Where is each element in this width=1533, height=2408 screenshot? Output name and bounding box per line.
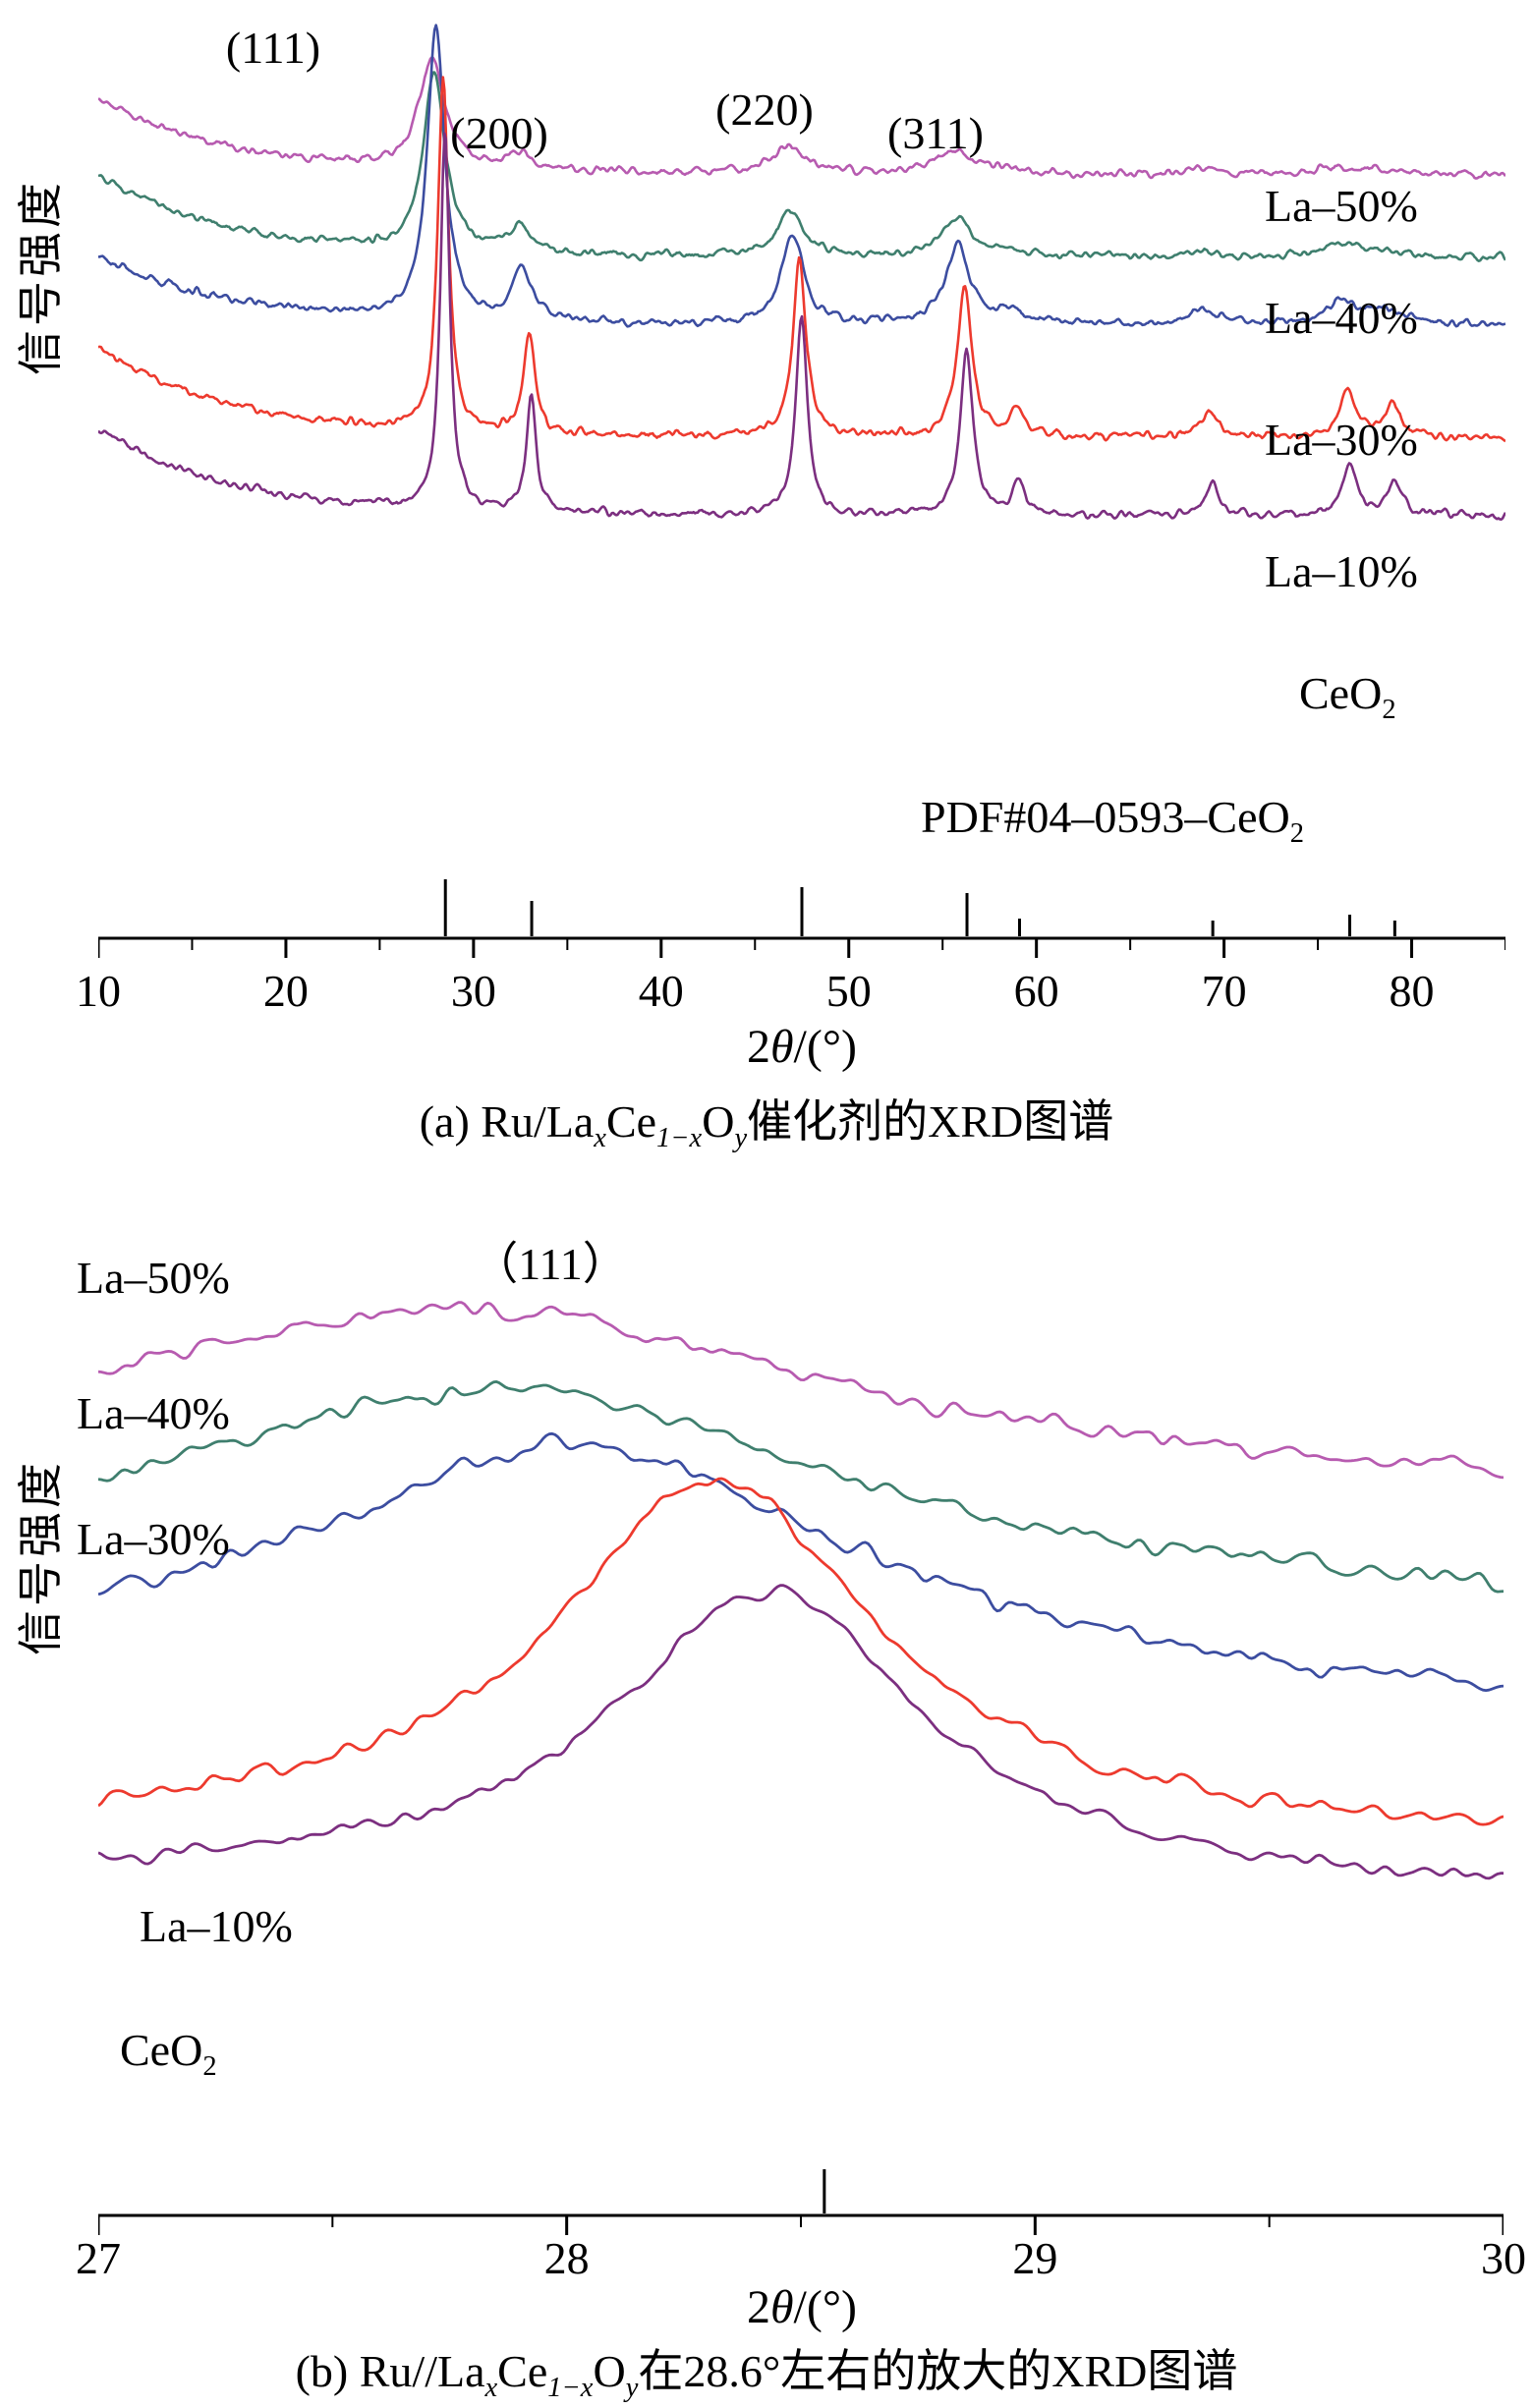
series-label-la-40: La–40% — [77, 1388, 230, 1438]
caption-a: (a) Ru/LaxCe1−xOy催化剂的XRD图谱 — [419, 1096, 1114, 1154]
xrd-curve-la-40 — [98, 1380, 1504, 1594]
series-label-ceo2: CeO2 — [120, 2025, 217, 2083]
x-tick-label: 80 — [1389, 966, 1435, 1016]
xrd-curve-la-30 — [98, 1431, 1504, 1692]
xrd-curve-la-10 — [98, 1477, 1504, 1826]
x-tick-label: 20 — [262, 966, 309, 1016]
peak-hkl-label: (220) — [715, 84, 814, 135]
reference-pattern-label: PDF#04–0593–CeO2 — [921, 792, 1304, 850]
panel-b-xrd-zoom: 信号强度 2θ/(°) (b) Ru//LaxCe1−xOy在28.6°左右的放… — [0, 1204, 1533, 2408]
series-label-la-30: La–30% — [1265, 415, 1418, 465]
x-tick-label: 28 — [543, 2233, 590, 2283]
xrd-curve-la-50 — [98, 1301, 1504, 1480]
x-tick-label: 40 — [638, 966, 684, 1016]
peak-hkl-label: (111) — [225, 23, 321, 73]
series-label-la-50: La–50% — [1265, 181, 1418, 231]
caption-b: (b) Ru//LaxCe1−xOy在28.6°左右的放大的XRD图谱 — [295, 2346, 1238, 2404]
x-tick-label: 60 — [1013, 966, 1059, 1016]
peak-hkl-label: （111） — [473, 1239, 628, 1289]
panel-a-xrd-full: 信号强度 2θ/(°) (a) Ru/LaxCe1−xOy催化剂的XRD图谱 P… — [16, 23, 1505, 1154]
x-tick-label: 29 — [1012, 2233, 1058, 2283]
xrd-curve-la-10 — [98, 76, 1505, 443]
peak-hkl-label: (311) — [887, 108, 984, 158]
peak-hkl-label: (200) — [450, 108, 548, 158]
xrd-curve-la-50 — [98, 56, 1505, 180]
series-label-la-10: La–10% — [1265, 546, 1418, 596]
y-axis-label-b: 信号强度 — [16, 1459, 66, 1655]
x-tick-label: 30 — [1481, 2233, 1526, 2283]
xrd-zoom-plot — [98, 1301, 1504, 2235]
series-label-la-40: La–40% — [1265, 293, 1418, 343]
xrd-curve-la-30 — [98, 24, 1505, 328]
xrd-curve-ceo2 — [98, 132, 1505, 521]
xrd-full-plot — [98, 24, 1505, 958]
x-axis-label-b: 2θ/(°) — [746, 2281, 858, 2333]
y-axis-label-a: 信号强度 — [16, 179, 66, 375]
xrd-curve-ceo2 — [98, 1584, 1504, 1880]
x-axis-label-a: 2θ/(°) — [746, 1021, 858, 1073]
series-label-la-50: La–50% — [77, 1253, 230, 1303]
series-label-la-30: La–30% — [77, 1514, 230, 1564]
x-tick-label: 50 — [825, 966, 872, 1016]
x-tick-label: 30 — [450, 966, 496, 1016]
x-tick-label: 27 — [76, 2233, 121, 2283]
series-label-ceo2: CeO2 — [1299, 668, 1396, 726]
x-tick-label: 70 — [1201, 966, 1247, 1016]
xrd-curve-la-40 — [98, 71, 1505, 262]
series-label-la-10: La–10% — [140, 1901, 293, 1951]
x-tick-label: 10 — [76, 966, 121, 1016]
